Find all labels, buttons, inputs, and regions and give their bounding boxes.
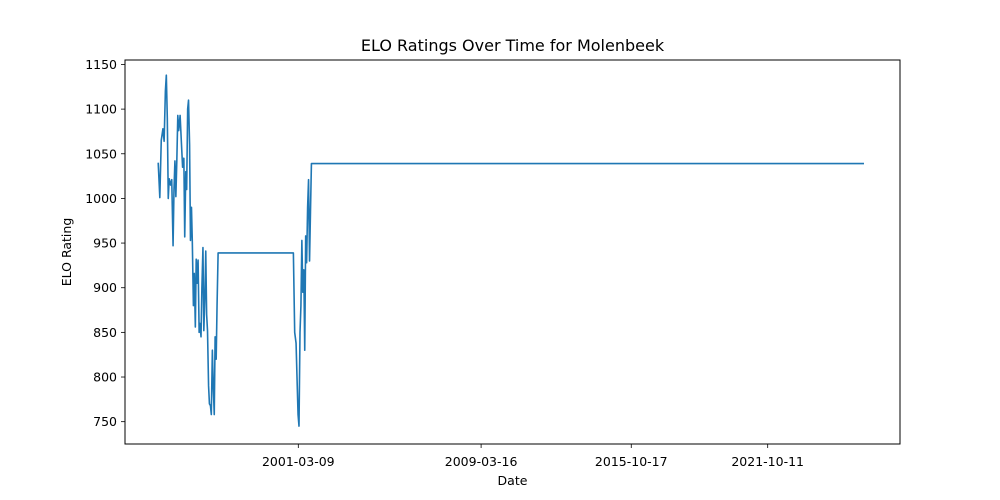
y-tick-label: 1150 [85, 57, 117, 72]
plot-area [157, 74, 864, 427]
series-line-0 [157, 74, 864, 427]
y-tick-label: 850 [93, 325, 117, 340]
y-tick-label: 1100 [85, 102, 117, 117]
chart-title: ELO Ratings Over Time for Molenbeek [361, 36, 665, 55]
y-tick-label: 800 [93, 370, 117, 385]
y-tick-label: 1050 [85, 146, 117, 161]
x-axis-ticks: 2001-03-09 2009-03-16 2015-10-17 2021-10-11 [262, 444, 804, 469]
y-tick-label: 750 [93, 414, 117, 429]
y-tick-label: 950 [93, 236, 117, 251]
y-axis-ticks: 750 800 850 900 950 1000 1050 1100 1150 [85, 57, 125, 429]
x-tick-label: 2015-10-17 [595, 454, 668, 469]
x-tick-label: 2021-10-11 [731, 454, 804, 469]
y-tick-label: 900 [93, 280, 117, 295]
plot-frame [124, 59, 901, 445]
y-axis-label: ELO Rating [59, 218, 74, 287]
x-tick-label: 2009-03-16 [445, 454, 518, 469]
x-axis-label: Date [498, 473, 528, 488]
y-tick-label: 1000 [85, 191, 117, 206]
x-tick-label: 2001-03-09 [262, 454, 335, 469]
